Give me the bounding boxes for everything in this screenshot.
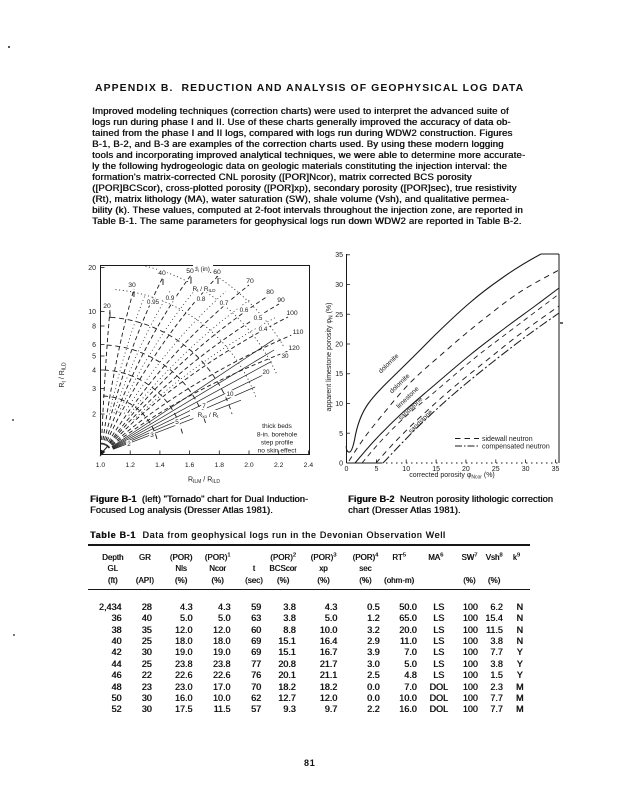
svg-text:8-in. borehole: 8-in. borehole	[257, 432, 298, 439]
svg-text:35: 35	[335, 252, 343, 259]
svg-text:5: 5	[339, 431, 343, 438]
svg-text:0.9: 0.9	[166, 295, 175, 302]
svg-text:0.4: 0.4	[259, 326, 268, 333]
svg-text:no skin effect: no skin effect	[258, 448, 297, 455]
svg-text:3: 3	[150, 432, 154, 439]
svg-text:4: 4	[92, 368, 96, 375]
svg-text:1.4: 1.4	[155, 462, 165, 469]
svg-text:90: 90	[277, 297, 285, 304]
svg-text:1.2: 1.2	[125, 462, 135, 469]
svg-text:step profile: step profile	[261, 440, 294, 447]
svg-text:2: 2	[127, 441, 131, 448]
svg-text:2.2: 2.2	[274, 462, 284, 469]
svg-text:di (in): di (in)	[194, 266, 210, 273]
svg-text:30: 30	[522, 466, 530, 473]
svg-text:apparent limestone porosity φN: apparent limestone porosity φN (%)	[326, 303, 335, 412]
svg-text:1.0: 1.0	[96, 462, 106, 469]
svg-text:5: 5	[92, 354, 96, 361]
svg-text:30: 30	[335, 282, 343, 289]
svg-text:40: 40	[158, 270, 166, 277]
svg-text:dolomite: dolomite	[378, 353, 401, 376]
svg-text:2.0: 2.0	[244, 462, 254, 469]
svg-text:0: 0	[345, 466, 349, 473]
svg-text:RILM / RILD: RILM / RILD	[188, 477, 220, 486]
svg-text:110: 110	[293, 329, 304, 336]
svg-text:5: 5	[175, 419, 179, 426]
svg-text:compensated neutron: compensated neutron	[482, 444, 550, 451]
svg-text:20: 20	[262, 369, 270, 376]
svg-text:0: 0	[339, 461, 343, 468]
svg-text:20: 20	[335, 342, 343, 349]
svg-text:0.95: 0.95	[147, 299, 160, 306]
svg-text:corrected porosity φNcor (%): corrected porosity φNcor (%)	[409, 472, 495, 481]
svg-text:5: 5	[374, 466, 378, 473]
svg-text:10: 10	[335, 401, 343, 408]
svg-text:25: 25	[335, 312, 343, 319]
svg-text:15: 15	[432, 466, 440, 473]
svg-text:6: 6	[92, 342, 96, 349]
svg-text:30: 30	[281, 353, 289, 360]
svg-text:0.6: 0.6	[240, 307, 249, 314]
svg-text:3: 3	[92, 386, 96, 393]
svg-text:0.7: 0.7	[220, 300, 229, 307]
svg-text:80: 80	[266, 289, 274, 296]
svg-text:0.5: 0.5	[254, 315, 263, 322]
svg-text:Rxo / Rt: Rxo / Rt	[198, 412, 220, 419]
svg-text:10: 10	[88, 309, 96, 316]
svg-text:35: 35	[552, 466, 560, 473]
svg-text:30: 30	[128, 282, 136, 289]
svg-text:60: 60	[213, 269, 221, 276]
svg-text:10: 10	[402, 466, 410, 473]
svg-text:15: 15	[335, 371, 343, 378]
svg-text:50: 50	[186, 268, 194, 275]
svg-text:20: 20	[462, 466, 470, 473]
svg-text:120: 120	[288, 345, 300, 352]
svg-text:20: 20	[88, 265, 96, 272]
svg-text:0.8: 0.8	[197, 296, 206, 303]
svg-text:10: 10	[226, 391, 234, 398]
svg-text:Rt / RILD: Rt / RILD	[192, 286, 216, 293]
svg-text:7: 7	[202, 403, 206, 410]
svg-text:2: 2	[92, 412, 96, 419]
svg-text:70: 70	[246, 278, 254, 285]
svg-text:8: 8	[92, 324, 96, 331]
svg-text:sidewall neutron: sidewall neutron	[482, 436, 533, 443]
svg-text:Rt / RILD: Rt / RILD	[59, 362, 68, 388]
svg-text:100: 100	[286, 310, 298, 317]
svg-text:1.6: 1.6	[185, 462, 195, 469]
svg-text:thick beds: thick beds	[262, 423, 292, 430]
svg-text:1.8: 1.8	[215, 462, 225, 469]
svg-text:2.4: 2.4	[304, 462, 314, 469]
svg-text:20: 20	[103, 303, 111, 310]
svg-text:25: 25	[492, 466, 500, 473]
